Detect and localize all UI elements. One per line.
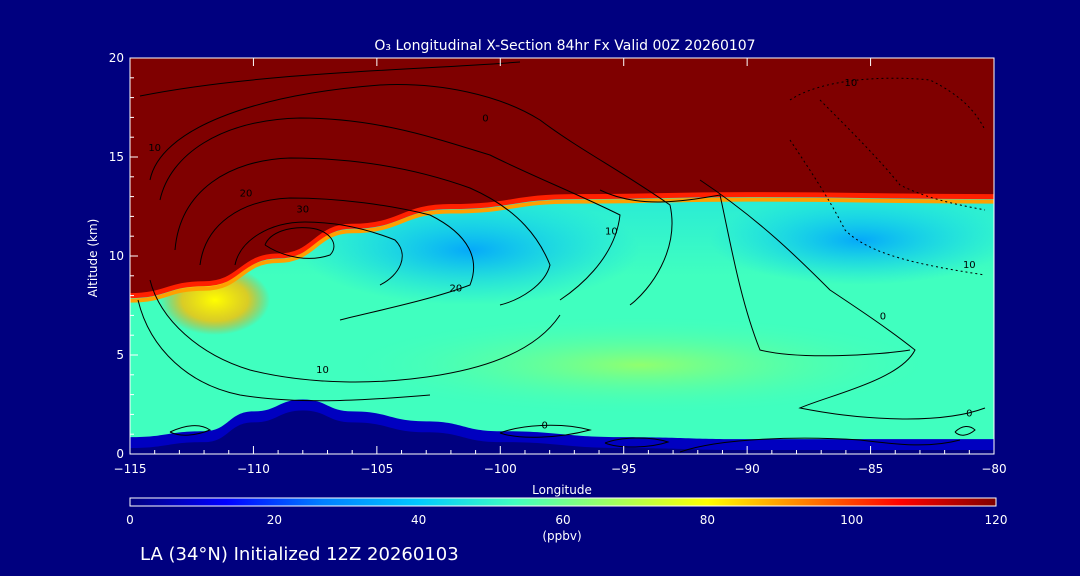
y-tick-label: 10 — [109, 249, 124, 263]
stratosphere-region — [130, 58, 994, 296]
contour-line-dotted — [819, 99, 986, 211]
concentration-field: 10 0 10 20 30 10 10 20 0 10 0 0 — [130, 58, 994, 454]
colorbar-tick-label: 80 — [700, 513, 715, 527]
y-axis: 0 5 10 15 20 — [109, 51, 138, 461]
contour-line — [149, 279, 561, 383]
contour-label: 10 — [963, 260, 976, 271]
chart-title: O₃ Longitudinal X-Section 84hr Fx Valid … — [374, 38, 755, 54]
contour-lines — [137, 61, 986, 453]
contour-line — [679, 437, 961, 453]
contour-line-dotted — [789, 77, 986, 131]
contour-line — [499, 424, 592, 438]
contour-line — [199, 197, 475, 321]
contour-line — [954, 426, 976, 436]
contour-label: 0 — [542, 420, 548, 431]
y-tick-label: 15 — [109, 150, 124, 164]
contour-label: 30 — [296, 204, 309, 215]
contour-line — [604, 437, 670, 448]
colorbar-tick-label: 40 — [411, 513, 426, 527]
x-tick-label: −110 — [237, 462, 270, 476]
contour-label: 0 — [880, 311, 886, 322]
colorbar-tick-label: 20 — [267, 513, 282, 527]
colorbar-strip — [129, 497, 997, 507]
contour-labels: 10 0 10 20 30 10 10 20 0 10 0 0 — [148, 78, 975, 432]
contour-label: 10 — [605, 226, 618, 237]
y-axis-label: Altitude (km) — [86, 219, 100, 298]
contour-line — [137, 299, 431, 402]
contour-line-dotted — [789, 139, 986, 276]
x-tick-label: −80 — [981, 462, 1006, 476]
initialization-label: LA (34°N) Initialized 12Z 20260103 — [140, 544, 459, 565]
contour-label: 0 — [966, 408, 972, 419]
x-tick-label: −90 — [734, 462, 759, 476]
colorbar-tick-label: 120 — [985, 513, 1008, 527]
contour-label: 0 — [482, 113, 488, 124]
contour-line — [174, 157, 551, 306]
colorbar-unit: (ppbv) — [542, 529, 581, 543]
contour-line — [159, 117, 621, 301]
y-tick-label: 20 — [109, 51, 124, 65]
moderate-ozone-region — [340, 315, 940, 415]
contour-line — [169, 425, 212, 436]
y-tick-label: 0 — [116, 447, 124, 461]
contour-line — [139, 61, 521, 97]
contour-label: 20 — [449, 284, 462, 295]
y-tick-label: 5 — [116, 348, 124, 362]
tropopause-edge — [130, 192, 994, 299]
contour-label: 10 — [844, 78, 857, 89]
colorbar-tick-label: 0 — [126, 513, 134, 527]
contour-label: 20 — [240, 189, 253, 200]
contour-label: 10 — [148, 143, 161, 154]
colorbar-tick-label: 60 — [555, 513, 570, 527]
colorbar: 0 20 40 60 80 100 120 (ppbv) — [126, 497, 1007, 543]
terrain — [130, 410, 994, 454]
x-tick-label: −105 — [360, 462, 393, 476]
contour-line — [699, 179, 986, 420]
colorbar-ticks: 0 20 40 60 80 100 120 — [126, 513, 1007, 527]
contour-line — [234, 221, 403, 286]
contour-label: 10 — [316, 365, 329, 376]
x-tick-label: −95 — [611, 462, 636, 476]
x-tick-label: −100 — [484, 462, 517, 476]
x-axis: −115 −110 −105 −100 −95 −90 −85 −80 — [114, 58, 1007, 476]
low-ozone-region-east — [710, 195, 994, 285]
contour-line — [264, 227, 335, 259]
contour-line — [599, 189, 911, 357]
contour-line — [149, 84, 673, 306]
x-tick-label: −85 — [858, 462, 883, 476]
x-tick-label: −115 — [114, 462, 147, 476]
x-axis-label: Longitude — [532, 483, 592, 497]
tropopause-edge-outer — [130, 197, 994, 303]
colorbar-tick-label: 100 — [840, 513, 863, 527]
